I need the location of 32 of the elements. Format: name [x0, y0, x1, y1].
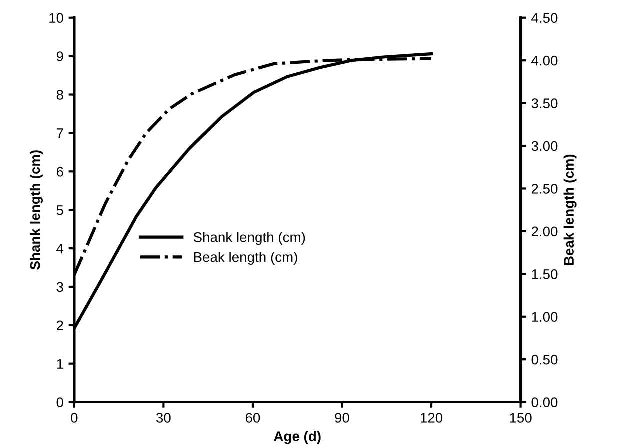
x-tick-label: 120 [420, 413, 443, 423]
y2-tick-label: 3.50 [532, 98, 558, 108]
y2-tick-label: 2.00 [532, 226, 558, 237]
legend-label: Beak length (cm) [194, 252, 298, 265]
y-tick-label: 10 [50, 13, 64, 24]
x-tick-label: 30 [156, 413, 171, 423]
y-tick-label: 5 [56, 206, 64, 216]
y-axis-title: Shank length (cm) [30, 150, 43, 270]
y-tick-label: 0 [56, 398, 64, 408]
y2-tick-label: 1.00 [532, 312, 558, 322]
y-tick-label: 8 [56, 90, 64, 100]
y-tick-label: 6 [56, 166, 64, 177]
y2-tick-label: 0.00 [532, 398, 558, 408]
x-axis-title: Age (d) [274, 431, 321, 444]
y2-tick-label: 4.50 [532, 13, 558, 24]
y-tick-label: 3 [56, 282, 64, 292]
legend-label: Shank length (cm) [194, 232, 306, 246]
x-tick-label: 0 [71, 413, 78, 423]
y2-tick-label: 0.50 [532, 354, 558, 365]
y2-tick-label: 4.00 [532, 56, 558, 66]
x-tick-label: 60 [246, 413, 260, 423]
x-tick-label: 150 [510, 413, 532, 423]
y2-tick-label: 3.00 [532, 141, 558, 152]
y-tick-label: 1 [57, 359, 64, 369]
y2-axis-title: Beak length (cm) [564, 154, 577, 266]
y-tick-label: 2 [56, 320, 64, 330]
y2-tick-label: 2.50 [532, 184, 558, 194]
x-tick-label: 90 [335, 413, 350, 423]
y2-tick-label: 1.50 [532, 269, 558, 280]
y-tick-label: 9 [56, 52, 64, 62]
y-tick-label: 4 [56, 244, 64, 254]
y-tick-label: 7 [56, 128, 64, 138]
